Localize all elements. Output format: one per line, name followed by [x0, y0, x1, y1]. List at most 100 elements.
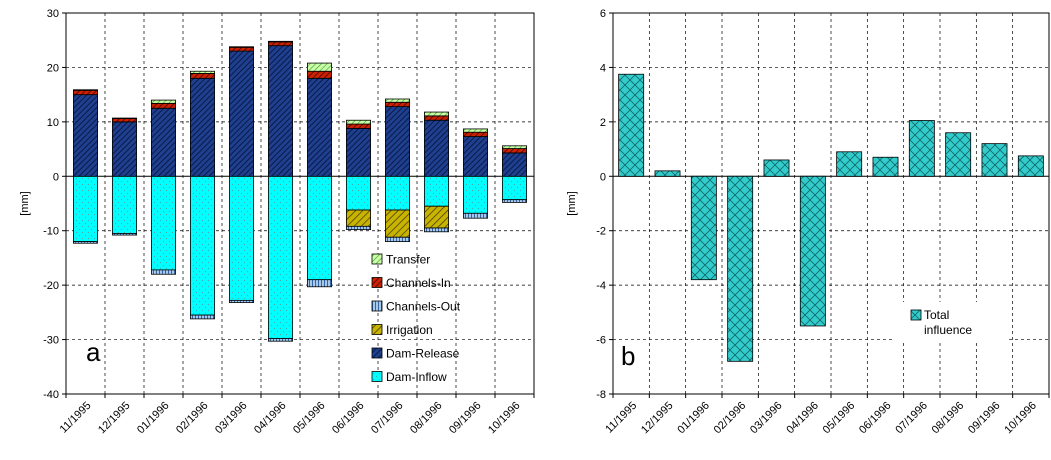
- panel-b-xtick-label: 09/1996: [966, 400, 1003, 437]
- bar-dam-inflow: [268, 175, 293, 339]
- panel-b-xtick-label: 11/1995: [603, 400, 639, 436]
- panel-b-xtick-label: 04/1996: [784, 400, 821, 437]
- bar-transfer: [112, 117, 137, 119]
- legend-label-dam-release: Dam-Release: [386, 347, 460, 361]
- legend-label-irrigation: Irrigation: [386, 323, 433, 337]
- panel-a-xtick-label: 06/1996: [330, 400, 367, 437]
- panel-b-label: b: [621, 341, 635, 371]
- panel-a-xtick-label: 03/1996: [213, 400, 250, 437]
- panel-b-ytick-label: -2: [596, 226, 606, 238]
- bar-transfer: [502, 145, 527, 149]
- panel-a-ylabel: [mm]: [19, 191, 31, 215]
- panel-b-ytick-label: 6: [600, 8, 606, 20]
- bar-dam-release: [424, 119, 449, 177]
- legend-swatch-channels-out: [371, 300, 383, 312]
- bar-transfer: [73, 89, 98, 91]
- bar-channels-out: [112, 233, 137, 236]
- panel-a-xtick-label: 10/1996: [486, 400, 523, 437]
- bar-transfer: [346, 119, 371, 125]
- panel-a-label: a: [86, 337, 101, 367]
- panel-a-chart: -40 -30 -20 -10 0 10 20 30 11/1995 12/1995 01/1996…: [19, 8, 535, 437]
- panel-a-ytick-label: 0: [53, 171, 59, 183]
- bar-channels-in: [307, 70, 332, 79]
- bar-channels-in: [385, 101, 410, 108]
- bar-dam-release: [385, 106, 410, 177]
- panel-b-xtick-label: 03/1996: [748, 400, 785, 437]
- bar-channels-in: [346, 123, 371, 129]
- bar-dam-release: [346, 127, 371, 177]
- bar-total-influence: [618, 73, 645, 177]
- bar-channels-out: [151, 269, 176, 275]
- legend-label-transfer: Transfer: [386, 253, 430, 267]
- bar-channels-out: [190, 314, 215, 320]
- bar-dam-release: [112, 121, 137, 177]
- panel-b-chart: -8 -6 -4 -2 0 2 4 6 11/1995 12/1995 01/1996 02/1996…: [566, 8, 1050, 437]
- bar-dam-inflow: [112, 175, 137, 234]
- bar-total-influence: [727, 175, 754, 362]
- bar-channels-in: [73, 89, 98, 96]
- panel-b-ytick-label: -4: [596, 280, 606, 292]
- bar-dam-release: [73, 94, 98, 177]
- bar-total-influence: [908, 120, 935, 177]
- bar-transfer: [307, 62, 332, 72]
- legend-box: [895, 302, 1007, 340]
- panel-b-xtick-label: 12/1995: [639, 400, 676, 437]
- bar-channels-in: [502, 148, 527, 154]
- panel-b-xtick-label: 05/1996: [821, 400, 858, 437]
- bar-channels-in: [463, 131, 488, 137]
- bar-total-influence: [654, 170, 681, 177]
- bar-channels-out: [502, 199, 527, 203]
- bar-total-influence: [945, 132, 972, 177]
- bar-dam-inflow: [229, 175, 254, 301]
- panel-b-xtick-label: 08/1996: [930, 400, 967, 437]
- panel-a-xtick-label: 12/1995: [96, 400, 133, 437]
- bar-dam-inflow: [73, 175, 98, 243]
- bar-total-influence: [836, 151, 863, 177]
- legend-swatch-transfer: [371, 253, 383, 265]
- panel-b-ytick-label: 4: [600, 62, 606, 74]
- bar-irrigation: [424, 205, 449, 229]
- legend-swatch-total-influence: [910, 309, 922, 321]
- bar-total-influence: [872, 156, 899, 177]
- bar-dam-release: [307, 77, 332, 177]
- bar-channels-in: [268, 41, 293, 47]
- panel-b-xtick-label: 10/1996: [1002, 400, 1039, 437]
- panel-a-xtick-label: 08/1996: [408, 400, 445, 437]
- bar-irrigation: [346, 209, 371, 227]
- bar-total-influence: [763, 159, 790, 177]
- legend-label-channels-out: Channels-Out: [386, 300, 461, 314]
- legend-label-total-influence-line2: influence: [924, 323, 972, 337]
- bar-dam-release: [463, 136, 488, 177]
- bar-dam-inflow: [346, 175, 371, 211]
- panel-a-ytick-label: 30: [47, 8, 59, 20]
- panel-a-xtick-label: 09/1996: [447, 400, 484, 437]
- legend-swatch-channels-in: [371, 277, 383, 288]
- bar-total-influence: [799, 175, 826, 327]
- bar-channels-out: [346, 225, 371, 231]
- panel-a-xtick-label: 01/1996: [135, 400, 172, 437]
- bar-transfer: [268, 40, 293, 43]
- legend-label-total-influence-line1: Total: [924, 308, 949, 322]
- panel-a-ytick-label: -30: [43, 335, 59, 347]
- bar-channels-out: [73, 241, 98, 244]
- bar-dam-release: [229, 50, 254, 177]
- panel-a-ytick-label: -20: [43, 280, 59, 292]
- bar-channels-out: [268, 338, 293, 342]
- panel-a-ytick-label: 20: [47, 62, 59, 74]
- legend-swatch-irrigation: [371, 324, 383, 335]
- bar-channels-in: [190, 73, 215, 79]
- panel-a-xtick-label: 05/1996: [291, 400, 328, 437]
- bar-dam-release: [268, 45, 293, 177]
- panel-b-ytick-label: 0: [600, 171, 606, 183]
- legend-label-channels-in: Channels-In: [386, 276, 451, 290]
- panel-a-xtick-label: 02/1996: [174, 400, 211, 437]
- bar-dam-inflow: [151, 175, 176, 271]
- bar-dam-inflow: [190, 175, 215, 316]
- bar-dam-release: [151, 107, 176, 177]
- bar-channels-out: [463, 212, 488, 219]
- panel-a-xtick-label: 07/1996: [369, 400, 406, 437]
- panel-b-ytick-label: -8: [596, 389, 606, 401]
- bar-total-influence: [1017, 155, 1044, 177]
- bar-dam-release: [190, 77, 215, 177]
- panel-a-xtick-label: 04/1996: [252, 400, 289, 437]
